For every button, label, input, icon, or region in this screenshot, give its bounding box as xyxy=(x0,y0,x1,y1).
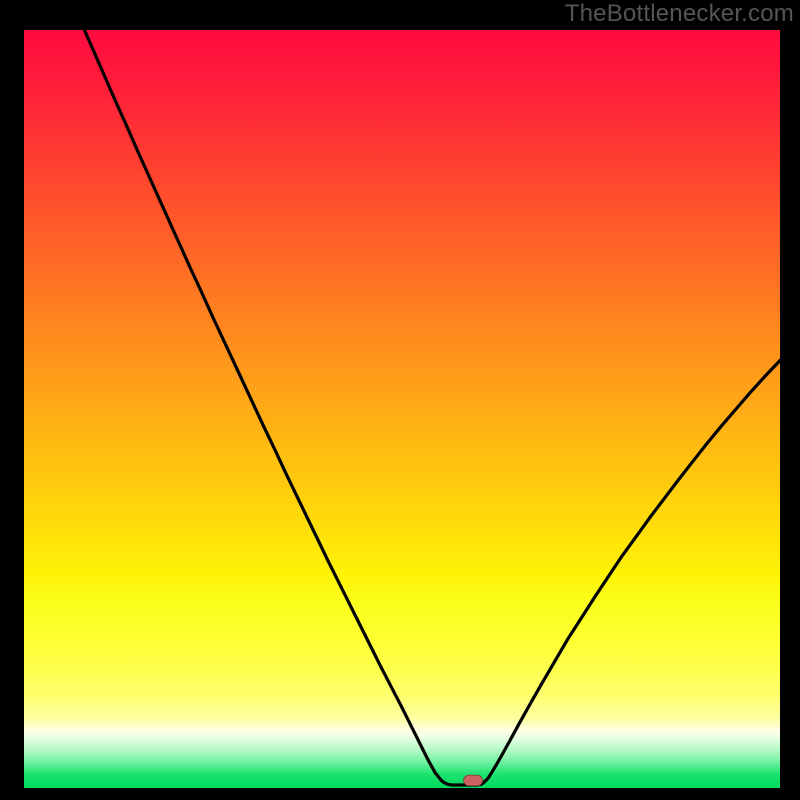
watermark-text: TheBottlenecker.com xyxy=(565,0,794,28)
optimum-marker xyxy=(464,775,483,786)
bottleneck-chart xyxy=(24,30,780,788)
gradient-background xyxy=(24,30,780,788)
chart-container: TheBottlenecker.com xyxy=(0,0,800,800)
